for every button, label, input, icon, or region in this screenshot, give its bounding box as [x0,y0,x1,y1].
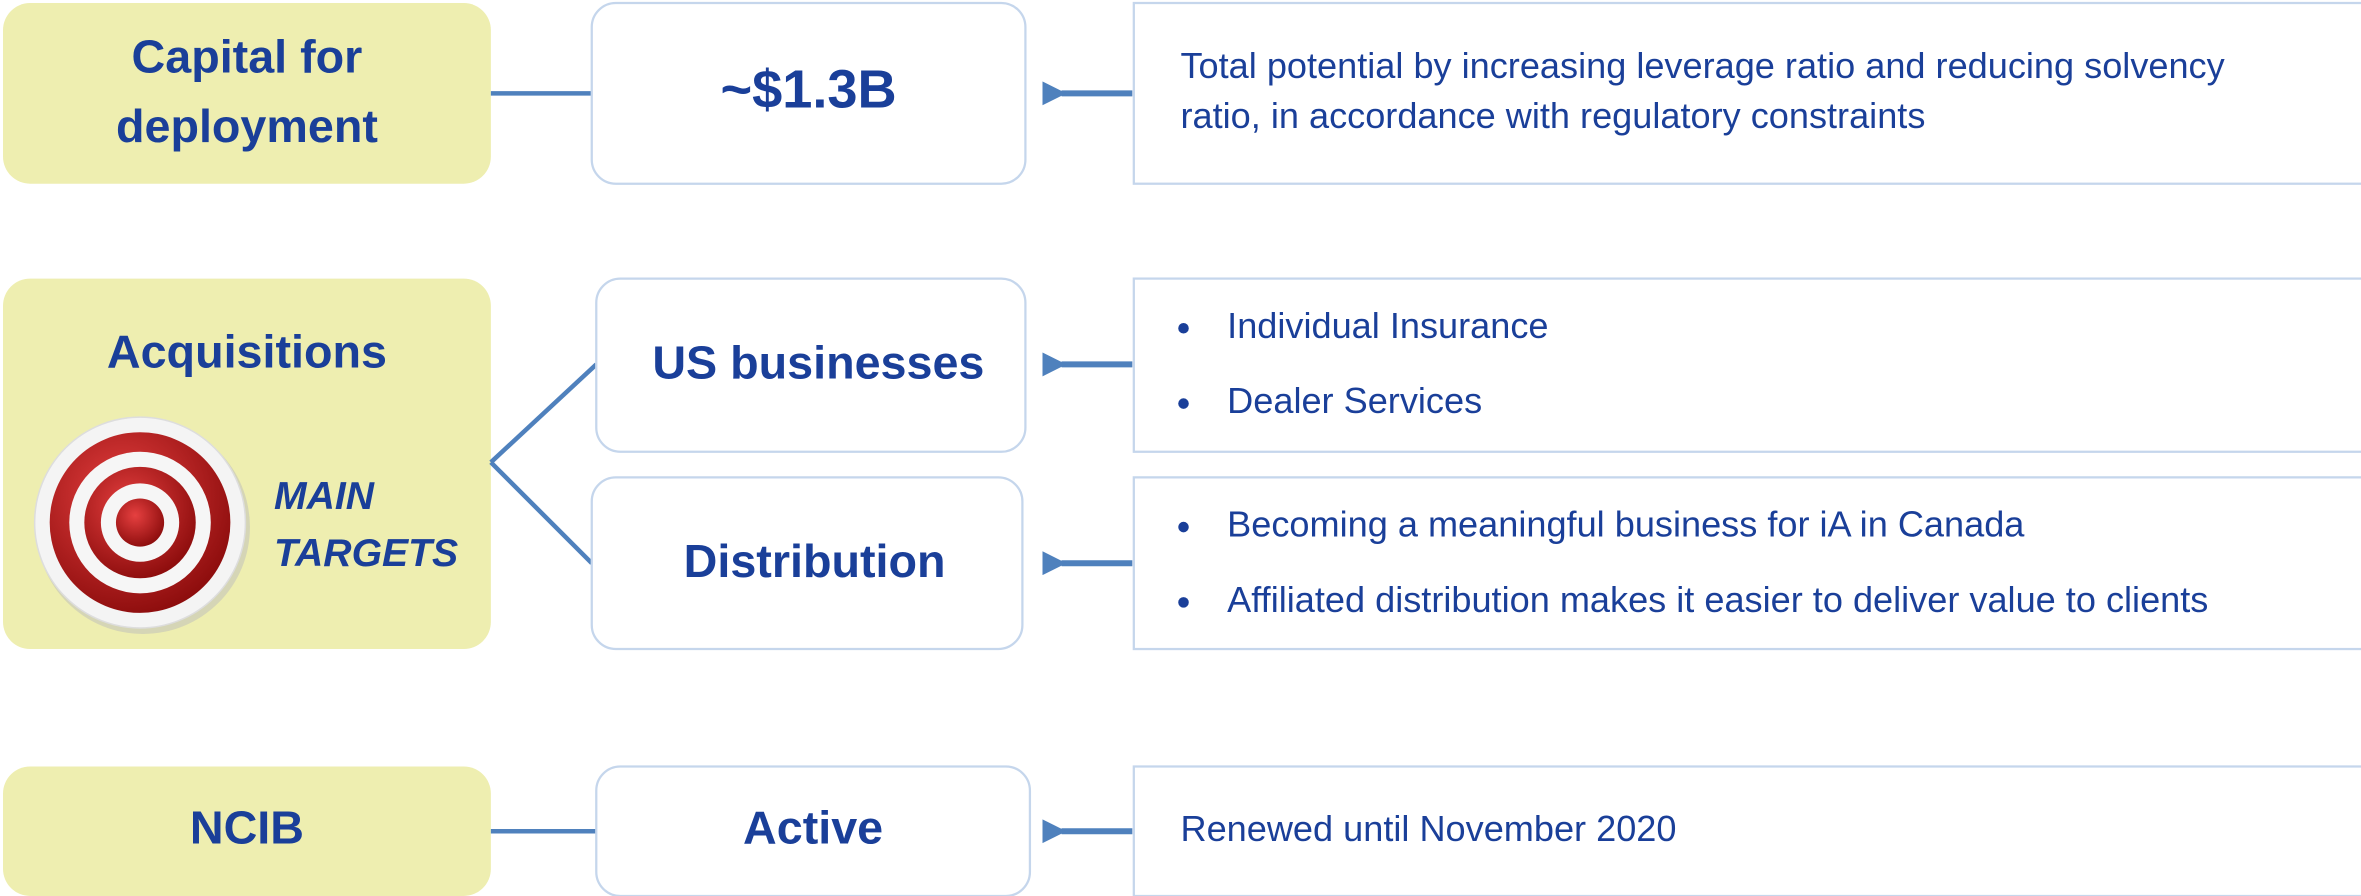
targets-label: MAIN [274,475,375,518]
bullet-text: Individual Insurance [1227,305,1548,346]
bullet [1178,323,1189,334]
category-label: Acquisitions [107,326,387,378]
bullet [1178,398,1189,409]
description: Renewed until November 2020 [1181,808,1677,849]
bullet [1178,522,1189,533]
bullet-text: Dealer Services [1227,380,1482,421]
description: ratio, in accordance with regulatory con… [1181,95,1926,136]
bullet [1178,597,1189,608]
targets-label: TARGETS [274,532,458,575]
value-label: Distribution [684,535,946,587]
category-label: deployment [116,100,378,152]
category-label: NCIB [190,802,304,854]
diagram: Capital for deployment ~$1.3B Total potenti… [0,0,2361,896]
connector [491,462,592,563]
bullet-text: Becoming a meaningful business for iA in… [1227,504,2025,545]
category-label: Capital for [132,31,363,83]
value-label: US businesses [652,336,984,388]
connector [491,364,596,462]
description: Total potential by increasing leverage r… [1181,45,2225,86]
value-label: Active [743,802,883,854]
bullet-text: Affiliated distribution makes it easier … [1227,579,2208,620]
value-label: ~$1.3B [720,60,896,120]
detail-box [1134,3,2361,184]
